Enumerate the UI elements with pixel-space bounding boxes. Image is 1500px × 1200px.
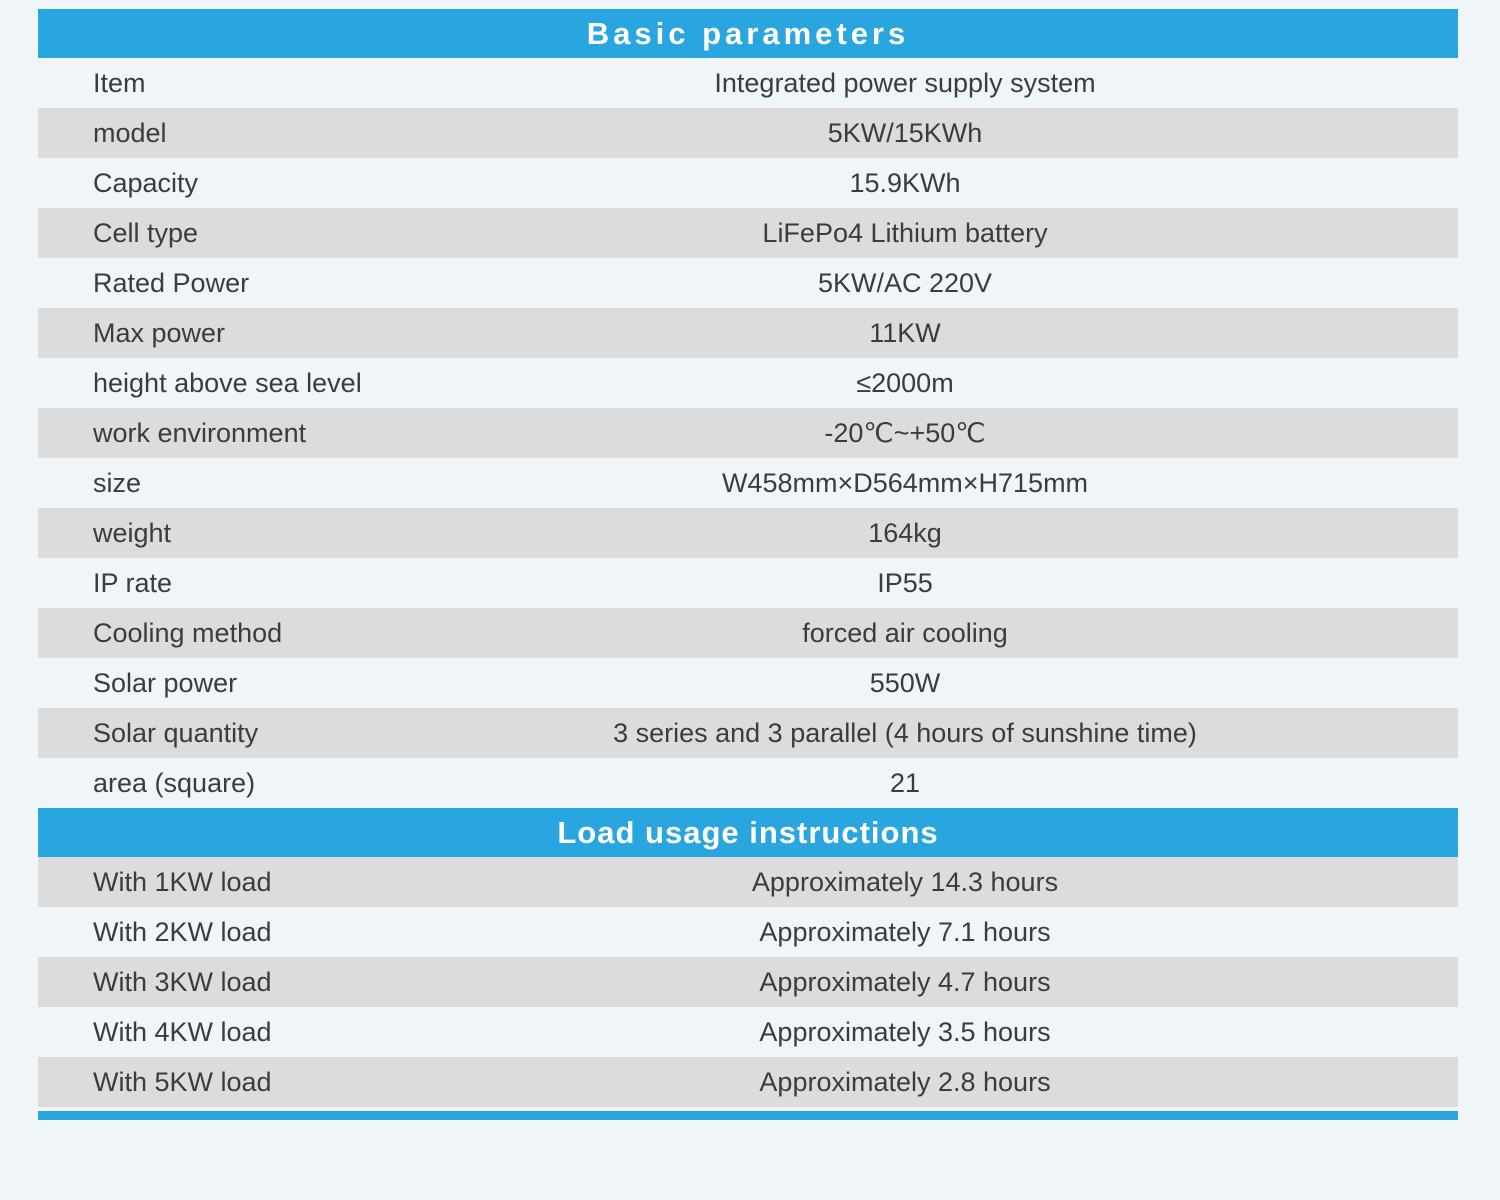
row-value: ≤2000m (856, 368, 954, 398)
row-value: 5KW/15KWh (827, 118, 983, 148)
table-row: IP rate IP55 (38, 558, 1458, 608)
table-row: Solar power 550W (38, 658, 1458, 708)
row-value: Approximately 7.1 hours (759, 917, 1051, 947)
row-value: Approximately 14.3 hours (751, 867, 1059, 897)
row-value: 550W (869, 668, 941, 698)
table-row: Cooling method forced air cooling (38, 608, 1458, 658)
table-row: With 2KW load Approximately 7.1 hours (38, 907, 1458, 957)
row-label: size (93, 468, 142, 498)
row-label: With 4KW load (93, 1017, 272, 1047)
row-label: Rated Power (93, 268, 250, 298)
table-row: Rated Power 5KW/AC 220V (38, 258, 1458, 308)
table-row: model 5KW/15KWh (38, 108, 1458, 158)
row-value: 164kg (868, 518, 942, 548)
row-label: IP rate (93, 568, 173, 598)
row-value: 11KW (869, 318, 941, 348)
table-row: Cell type LiFePo4 Lithium battery (38, 208, 1458, 258)
table-row: Item Integrated power supply system (38, 58, 1458, 108)
row-label: With 1KW load (93, 867, 272, 897)
basic-parameters-rows: Item Integrated power supply system model 5… (38, 58, 1458, 808)
table-row: Capacity 15.9KWh (38, 158, 1458, 208)
row-value: Integrated power supply system (714, 68, 1096, 98)
row-label: height above sea level (93, 368, 362, 398)
table-row: size W458mm×D564mm×H715mm (38, 458, 1458, 508)
row-value: forced air cooling (802, 618, 1008, 648)
row-label: Solar quantity (93, 718, 259, 748)
row-value: 15.9KWh (849, 168, 961, 198)
table-row: work environment -20℃~+50℃ (38, 408, 1458, 458)
table-row: weight 164kg (38, 508, 1458, 558)
bottom-accent-line (38, 1111, 1458, 1120)
row-label: Capacity (93, 168, 199, 198)
row-value: Approximately 3.5 hours (759, 1017, 1051, 1047)
row-value: 3 series and 3 parallel (4 hours of suns… (613, 718, 1197, 748)
row-value: LiFePo4 Lithium battery (762, 218, 1048, 248)
spec-table: Basic parameters Item Integrated power su… (38, 9, 1458, 1120)
table-row: area (square) 21 (38, 758, 1458, 808)
row-label: area (square) (93, 768, 256, 798)
table-row: Max power 11KW (38, 308, 1458, 358)
load-usage-header: Load usage instructions (38, 808, 1458, 857)
row-label: model (93, 118, 167, 148)
table-row: With 5KW load Approximately 2.8 hours (38, 1057, 1458, 1107)
table-row: With 1KW load Approximately 14.3 hours (38, 857, 1458, 907)
row-label: With 2KW load (93, 917, 272, 947)
table-row: With 4KW load Approximately 3.5 hours (38, 1007, 1458, 1057)
basic-parameters-header: Basic parameters (38, 9, 1458, 58)
row-label: Item (93, 68, 146, 98)
row-value: W458mm×D564mm×H715mm (721, 468, 1089, 498)
row-value: Approximately 4.7 hours (759, 967, 1051, 997)
row-label: With 3KW load (93, 967, 272, 997)
row-value: Approximately 2.8 hours (759, 1067, 1051, 1097)
row-label: weight (93, 518, 172, 548)
row-label: Solar power (93, 668, 238, 698)
row-label: Cell type (93, 218, 199, 248)
table-row: With 3KW load Approximately 4.7 hours (38, 957, 1458, 1007)
table-row: height above sea level ≤2000m (38, 358, 1458, 408)
table-row: Solar quantity 3 series and 3 parallel (4… (38, 708, 1458, 758)
row-label: Max power (93, 318, 226, 348)
row-value: -20℃~+50℃ (824, 418, 986, 448)
load-usage-rows: With 1KW load Approximately 14.3 hours Wit… (38, 857, 1458, 1107)
row-value: 21 (889, 768, 921, 798)
row-value: 5KW/AC 220V (817, 268, 993, 298)
row-label: With 5KW load (93, 1067, 272, 1097)
row-value: IP55 (877, 568, 933, 598)
row-label: work environment (93, 418, 307, 448)
row-label: Cooling method (93, 618, 283, 648)
